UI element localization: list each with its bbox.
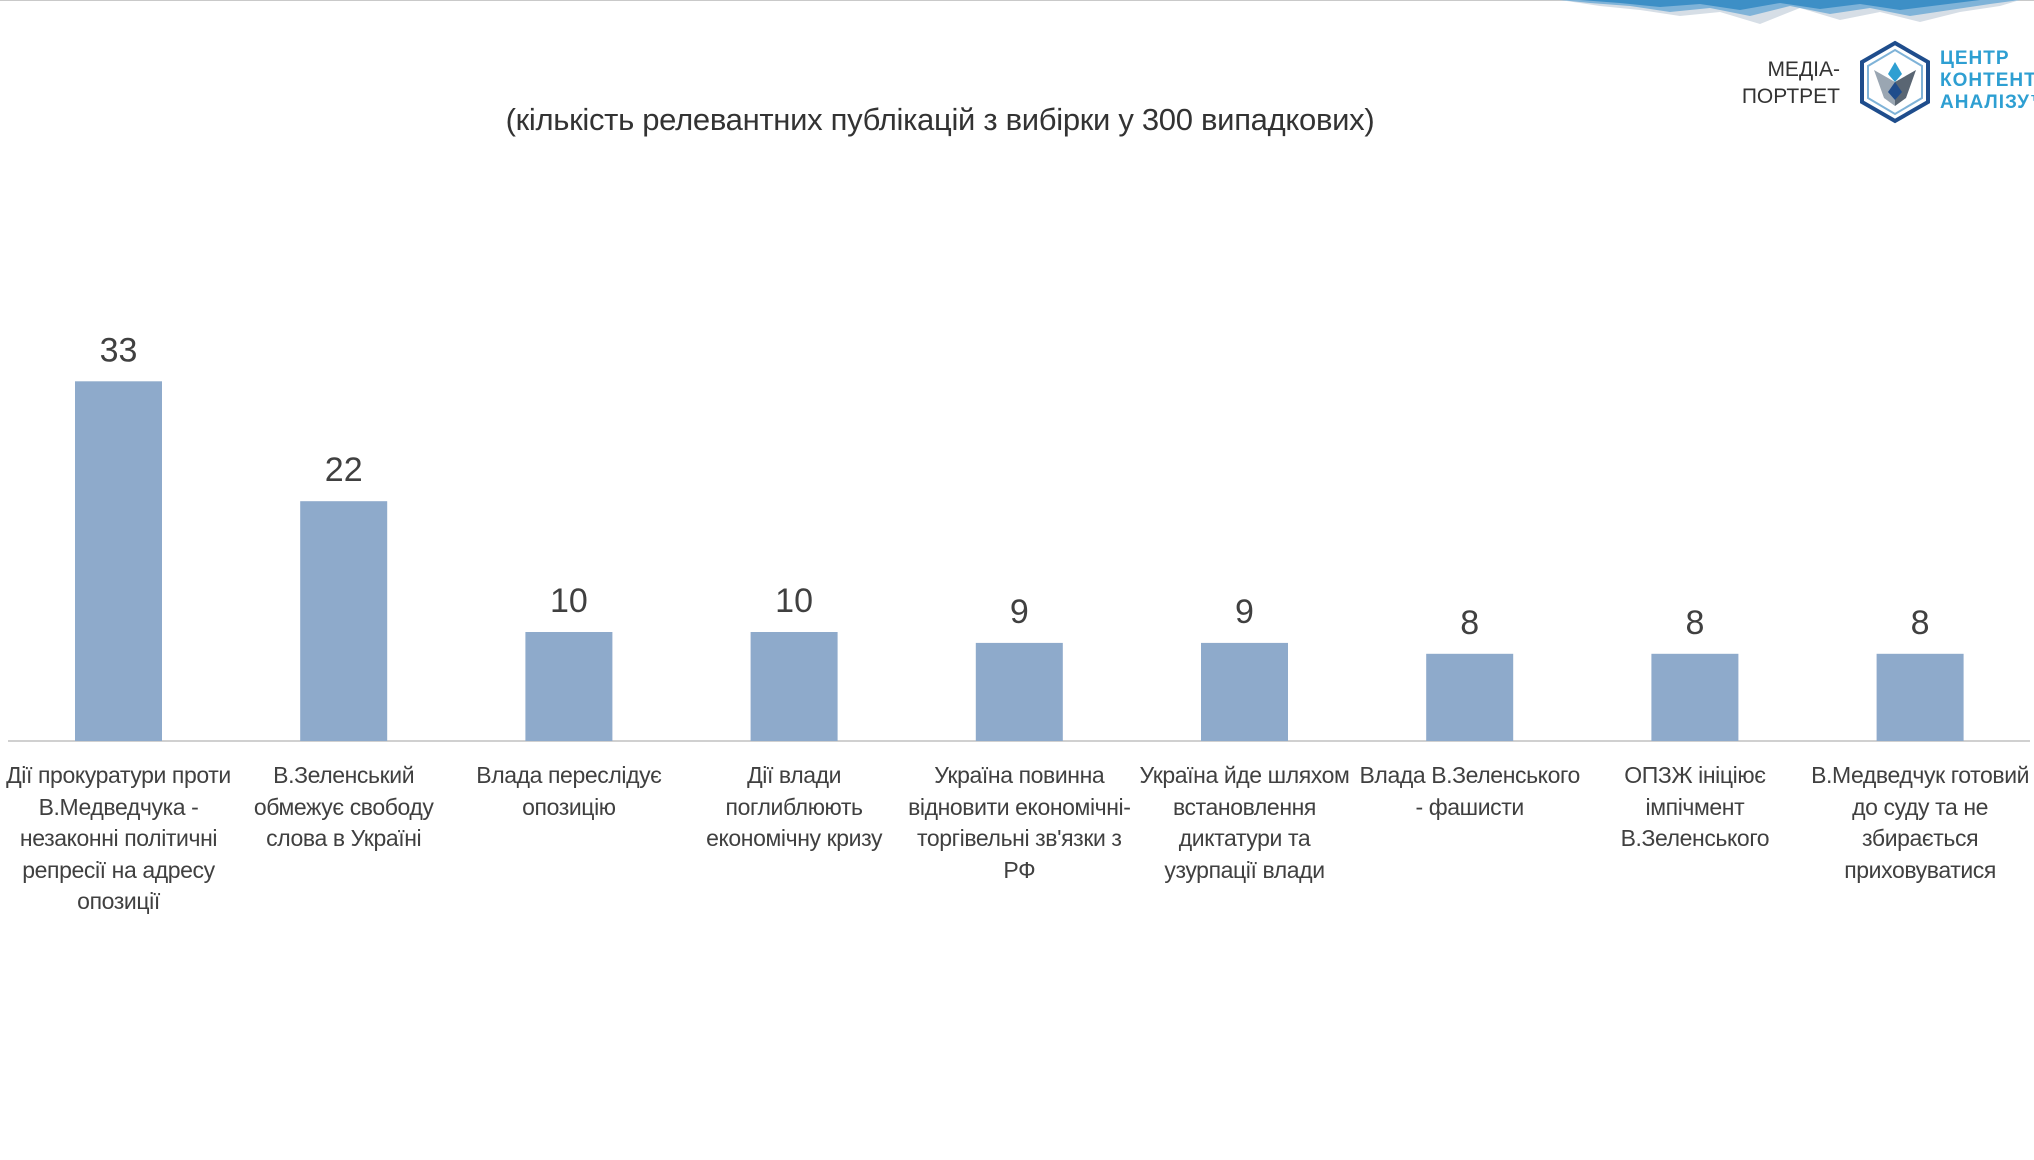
- brand-block: МЕДІА- ПОРТРЕТ ЦЕНТР КОНТЕНТ_ АНАЛІЗУ™: [1740, 40, 2034, 130]
- value-label-3: 10: [550, 582, 588, 620]
- brand-center-line1: ЦЕНТР: [1940, 48, 2010, 69]
- brand-media-portrait: МЕДІА- ПОРТРЕТ: [1740, 56, 1840, 110]
- value-label-8: 8: [1685, 604, 1704, 642]
- value-label-9: 8: [1911, 604, 1930, 642]
- brand-media-line2: ПОРТРЕТ: [1741, 85, 1840, 108]
- bar-9: [1876, 653, 1964, 741]
- brand-center-text: ЦЕНТР КОНТЕНТ_ АНАЛІЗУ™: [1940, 48, 2034, 114]
- brand-media-line1: МЕДІА-: [1767, 58, 1840, 81]
- value-label-1: 33: [100, 331, 138, 369]
- brand-center-line3: АНАЛІЗУ™: [1940, 92, 2034, 113]
- brand-center-line2: КОНТЕНТ_: [1940, 70, 2034, 91]
- value-label-5: 9: [1010, 593, 1029, 631]
- value-label-7: 8: [1460, 604, 1479, 642]
- bar-3: [525, 632, 613, 741]
- value-label-4: 10: [775, 582, 813, 620]
- bar-5: [975, 642, 1063, 741]
- bar-8: [1651, 653, 1739, 741]
- bar-4: [750, 632, 838, 741]
- bar-group: [75, 381, 1964, 741]
- value-label-2: 22: [325, 451, 363, 489]
- bar-2: [300, 501, 388, 741]
- top-rule: [0, 0, 2034, 1]
- bar-7: [1426, 653, 1514, 741]
- header-wave-decoration: [1560, 0, 2020, 24]
- bar-1: [75, 381, 162, 741]
- bar-6: [1201, 642, 1288, 741]
- value-label-group: 33 22 10 10 9 9 8 8 8: [100, 331, 1930, 642]
- hexagon-bird-icon: [1860, 40, 1930, 124]
- chart-subtitle: (кількість релевантних публікацій з вибі…: [505, 102, 1375, 137]
- value-label-6: 9: [1235, 593, 1254, 631]
